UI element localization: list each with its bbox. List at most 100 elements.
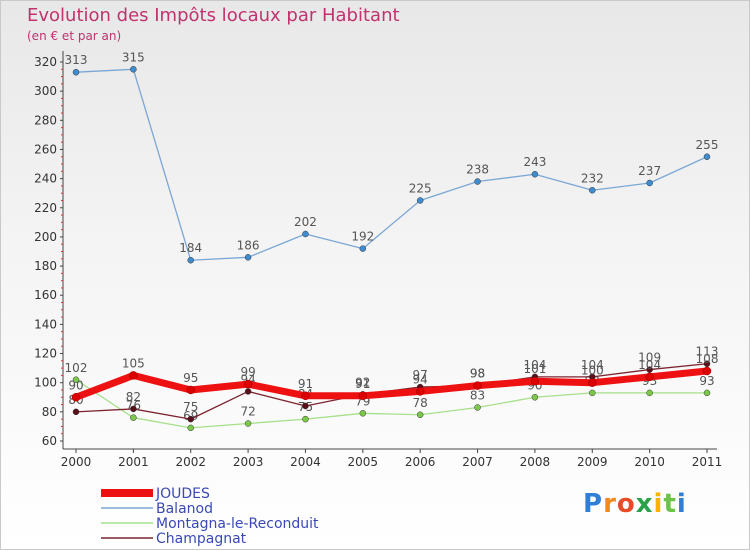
data-point [72,68,80,76]
data-label: 104 [581,358,604,372]
legend-label: JOUDES [155,486,210,502]
data-point [588,378,597,387]
x-tick-label: 2001 [118,455,149,469]
data-label: 91 [355,377,370,391]
logo-letter: t [663,489,677,519]
data-label: 192 [351,230,374,244]
data-label: 238 [466,163,489,177]
data-label: 104 [638,358,661,372]
y-tick-label: 160 [34,288,57,302]
data-point [703,360,711,367]
data-point [130,66,137,73]
data-point [702,366,712,376]
data-point [187,415,194,423]
y-tick-label: 320 [34,55,57,69]
data-label: 202 [294,215,317,229]
data-point [473,381,482,390]
data-label: 99 [240,365,255,379]
data-point [187,256,194,264]
data-label: 100 [581,364,604,378]
data-point [530,376,540,386]
data-label: 82 [126,390,141,404]
x-tick-label: 2010 [634,455,665,469]
data-label: 315 [122,50,145,64]
data-label: 69 [183,409,198,423]
y-tick-label: 300 [34,84,57,98]
data-label: 91 [298,377,313,391]
data-label: 94 [413,372,428,386]
data-point [589,187,596,194]
data-label: 186 [237,238,260,252]
y-tick-label: 200 [34,230,57,244]
logo-letter: o [616,489,636,519]
data-point [531,394,539,401]
x-tick-label: 2007 [462,455,493,469]
data-point [531,170,539,178]
data-point [416,197,424,204]
x-tick-label: 2005 [348,455,379,469]
data-label: 184 [179,241,202,255]
data-label: 232 [581,171,604,185]
data-label: 237 [638,164,661,178]
data-label: 102 [65,361,88,375]
logo-letter: i [676,489,687,519]
data-point [244,388,252,395]
data-point [129,371,138,380]
data-point [646,389,653,397]
data-point [703,389,711,397]
y-tick-label: 280 [34,113,57,127]
x-tick-label: 2004 [290,455,321,469]
data-point [130,405,137,413]
data-label: 113 [696,345,719,359]
data-label: 98 [470,367,485,381]
data-label: 78 [413,396,428,410]
data-point [359,245,367,252]
series-line-balanod [75,68,708,261]
y-tick-label: 120 [34,347,57,361]
x-tick-label: 2002 [175,455,206,469]
data-point [71,393,81,402]
data-label: 108 [696,352,719,366]
chart-title: Evolution des Impôts locaux par Habitant [27,5,400,26]
data-label: 104 [523,358,546,372]
proxiti-logo: Proxiti [583,489,687,519]
data-label: 93 [699,374,714,388]
legend-label: Balanod [156,501,213,517]
data-label: 83 [470,388,485,402]
y-tick-label: 100 [34,376,57,390]
data-point [72,408,80,416]
y-tick-label: 80 [42,405,57,419]
x-tick-label: 2009 [577,455,608,469]
data-point [646,366,653,373]
x-tick-label: 2003 [233,455,264,469]
data-label: 105 [122,356,145,370]
y-tick-label: 140 [34,317,57,331]
data-point [646,179,653,187]
x-tick-label: 2006 [405,455,436,469]
y-tick-label: 260 [34,142,57,156]
logo-letter: x [635,489,654,519]
data-point [703,153,711,160]
data-point [72,376,80,384]
data-label: 98 [470,367,485,381]
legend-label: Montagna-le-Reconduit [156,516,319,532]
data-point [244,420,252,427]
data-label: 92 [355,375,370,389]
y-tick-label: 240 [34,172,57,186]
data-point [474,178,481,185]
data-point [589,389,596,397]
data-point [415,387,425,396]
data-label: 90 [68,378,83,392]
series-line-joudes [72,367,711,401]
x-tick-label: 2011 [692,455,723,469]
data-label: 109 [638,351,661,365]
logo-letter: r [603,489,617,519]
data-point [359,410,367,417]
data-label: 243 [523,155,546,169]
series-line-montagna-le-reconduit [75,379,708,429]
logo-letter: i [653,489,664,519]
chart-subtitle: (en € et par an) [27,29,122,43]
data-label: 225 [409,181,432,195]
